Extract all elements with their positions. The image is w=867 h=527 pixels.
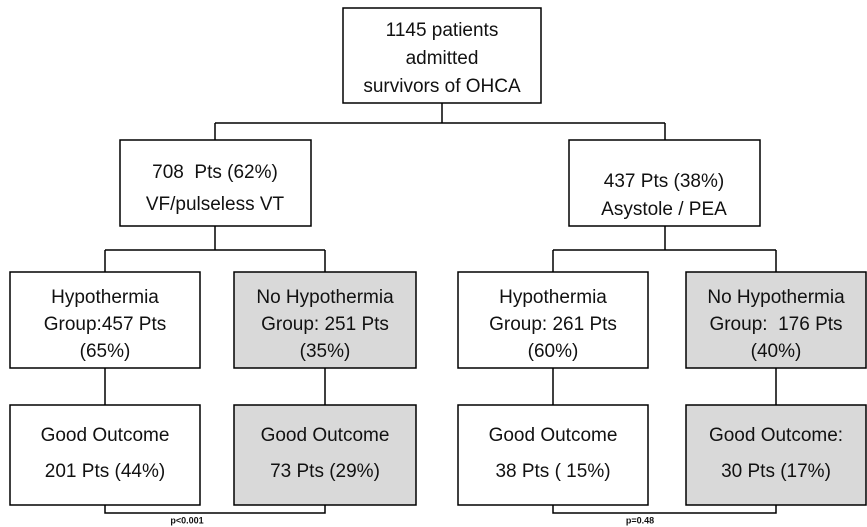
box-text: Asystole / PEA	[601, 199, 727, 220]
box	[685, 271, 867, 369]
box-text: Good Outcome	[261, 425, 390, 446]
box-text: (40%)	[751, 341, 802, 362]
box-text: Group:457 Pts	[44, 314, 167, 335]
box-text: Good Outcome:	[709, 425, 843, 446]
box-text: (60%)	[528, 341, 579, 362]
box-text: Hypothermia	[499, 287, 607, 308]
box	[119, 139, 312, 227]
box-text: (65%)	[80, 341, 131, 362]
box	[9, 271, 201, 369]
box-text: VF/pulseless VT	[146, 194, 285, 215]
connectors	[104, 103, 777, 514]
connector	[552, 226, 777, 272]
box-text: Good Outcome	[41, 425, 170, 446]
box-text: admitted	[406, 48, 479, 69]
box-text: No Hypothermia	[707, 287, 845, 308]
box-text: survivors of OHCA	[363, 76, 521, 97]
box	[685, 404, 867, 506]
box-text: 1145 patients	[386, 20, 499, 41]
box-text: 38 Pts ( 15%)	[495, 461, 610, 482]
connector	[104, 226, 326, 272]
box	[233, 271, 417, 369]
box-text: Good Outcome	[489, 425, 618, 446]
box	[457, 404, 649, 506]
box-text: Group: 251 Pts	[261, 314, 389, 335]
box-text: Group: 176 Pts	[709, 314, 842, 335]
box-text: 30 Pts (17%)	[721, 461, 831, 482]
box	[233, 404, 417, 506]
box	[9, 404, 201, 506]
box-text: No Hypothermia	[256, 287, 394, 308]
p-value: p<0.001	[170, 515, 203, 525]
box-text: Hypothermia	[51, 287, 159, 308]
box-text: (35%)	[300, 341, 351, 362]
box-text: 708 Pts (62%)	[152, 162, 278, 183]
box-text: 437 Pts (38%)	[604, 171, 724, 192]
p-value: p=0.48	[626, 515, 654, 525]
comparison-bracket	[104, 505, 326, 514]
box	[568, 139, 761, 227]
connector	[214, 103, 666, 140]
box-text: 201 Pts (44%)	[45, 461, 165, 482]
box-text: 73 Pts (29%)	[270, 461, 380, 482]
comparison-bracket	[552, 505, 777, 514]
box	[457, 271, 649, 369]
box-text: Group: 261 Pts	[489, 314, 617, 335]
box	[342, 7, 542, 104]
connector	[104, 368, 777, 405]
